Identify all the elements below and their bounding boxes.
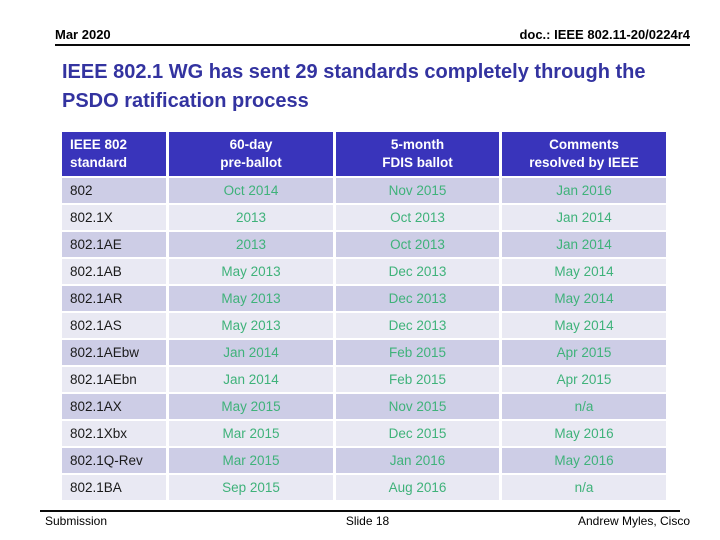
header-divider xyxy=(55,44,690,46)
cell-fdis: Feb 2015 xyxy=(336,367,499,392)
footer-divider xyxy=(40,510,680,512)
cell-comments: n/a xyxy=(502,475,666,500)
cell-comments: Apr 2015 xyxy=(502,367,666,392)
cell-comments: n/a xyxy=(502,394,666,419)
cell-fdis: Nov 2015 xyxy=(336,178,499,203)
table-row: 802 Oct 2014 Nov 2015 Jan 2016 xyxy=(62,178,666,203)
table-row: 802.1AB May 2013 Dec 2013 May 2014 xyxy=(62,259,666,284)
cell-preballot: Jan 2014 xyxy=(169,367,333,392)
table-row: 802.1Q-Rev Mar 2015 Jan 2016 May 2016 xyxy=(62,448,666,473)
cell-fdis: Dec 2013 xyxy=(336,259,499,284)
cell-comments: Apr 2015 xyxy=(502,340,666,365)
cell-standard: 802.1AS xyxy=(62,313,166,338)
cell-standard: 802.1Xbx xyxy=(62,421,166,446)
cell-preballot: Mar 2015 xyxy=(169,421,333,446)
cell-standard: 802.1BA xyxy=(62,475,166,500)
table-row: 802.1AEbw Jan 2014 Feb 2015 Apr 2015 xyxy=(62,340,666,365)
column-header-fdis: 5-month FDIS ballot xyxy=(336,132,499,176)
cell-comments: May 2014 xyxy=(502,286,666,311)
cell-standard: 802.1AEbw xyxy=(62,340,166,365)
cell-standard: 802.1AE xyxy=(62,232,166,257)
footer-slide-number: Slide 18 xyxy=(345,514,390,528)
table-row: 802.1BA Sep 2015 Aug 2016 n/a xyxy=(62,475,666,500)
cell-fdis: Feb 2015 xyxy=(336,340,499,365)
cell-comments: May 2014 xyxy=(502,259,666,284)
cell-standard: 802.1Q-Rev xyxy=(62,448,166,473)
cell-fdis: Dec 2013 xyxy=(336,313,499,338)
table-row: 802.1AEbn Jan 2014 Feb 2015 Apr 2015 xyxy=(62,367,666,392)
cell-standard: 802.1AB xyxy=(62,259,166,284)
table-row: 802.1AX May 2015 Nov 2015 n/a xyxy=(62,394,666,419)
cell-preballot: Oct 2014 xyxy=(169,178,333,203)
cell-preballot: May 2013 xyxy=(169,313,333,338)
psdo-ratification-table: IEEE 802 standard 60-day pre-ballot 5-mo… xyxy=(59,130,669,502)
cell-standard: 802.1AEbn xyxy=(62,367,166,392)
cell-preballot: May 2013 xyxy=(169,259,333,284)
cell-fdis: Aug 2016 xyxy=(336,475,499,500)
cell-comments: Jan 2016 xyxy=(502,178,666,203)
table-row: 802.1Xbx Mar 2015 Dec 2015 May 2016 xyxy=(62,421,666,446)
cell-preballot: Jan 2014 xyxy=(169,340,333,365)
cell-standard: 802 xyxy=(62,178,166,203)
cell-fdis: Jan 2016 xyxy=(336,448,499,473)
column-header-comments: Comments resolved by IEEE xyxy=(502,132,666,176)
cell-preballot: Mar 2015 xyxy=(169,448,333,473)
footer-submission-label: Submission xyxy=(45,514,108,528)
cell-fdis: Nov 2015 xyxy=(336,394,499,419)
cell-fdis: Oct 2013 xyxy=(336,232,499,257)
cell-fdis: Dec 2015 xyxy=(336,421,499,446)
cell-standard: 802.1X xyxy=(62,205,166,230)
table-body: 802 Oct 2014 Nov 2015 Jan 2016 802.1X 2013 Oct… xyxy=(62,178,666,500)
cell-preballot: May 2013 xyxy=(169,286,333,311)
column-header-preballot: 60-day pre-ballot xyxy=(169,132,333,176)
header-date: Mar 2020 xyxy=(55,27,111,42)
cell-comments: May 2016 xyxy=(502,448,666,473)
slide-footer: Slide 18 Submission Andrew Myles, Cisco xyxy=(45,514,690,528)
column-header-standard: IEEE 802 standard xyxy=(62,132,166,176)
cell-comments: May 2016 xyxy=(502,421,666,446)
cell-standard: 802.1AX xyxy=(62,394,166,419)
cell-preballot: May 2015 xyxy=(169,394,333,419)
footer-author: Andrew Myles, Cisco xyxy=(577,514,690,528)
cell-comments: Jan 2014 xyxy=(502,205,666,230)
table-row: 802.1X 2013 Oct 2013 Jan 2014 xyxy=(62,205,666,230)
cell-preballot: 2013 xyxy=(169,232,333,257)
cell-preballot: Sep 2015 xyxy=(169,475,333,500)
table-row: 802.1AE 2013 Oct 2013 Jan 2014 xyxy=(62,232,666,257)
table-row: 802.1AS May 2013 Dec 2013 May 2014 xyxy=(62,313,666,338)
cell-comments: Jan 2014 xyxy=(502,232,666,257)
cell-standard: 802.1AR xyxy=(62,286,166,311)
table-row: 802.1AR May 2013 Dec 2013 May 2014 xyxy=(62,286,666,311)
cell-fdis: Oct 2013 xyxy=(336,205,499,230)
slide-title: IEEE 802.1 WG has sent 29 standards comp… xyxy=(62,61,646,112)
cell-preballot: 2013 xyxy=(169,205,333,230)
cell-fdis: Dec 2013 xyxy=(336,286,499,311)
cell-comments: May 2014 xyxy=(502,313,666,338)
table-header-row: IEEE 802 standard 60-day pre-ballot 5-mo… xyxy=(62,132,666,176)
